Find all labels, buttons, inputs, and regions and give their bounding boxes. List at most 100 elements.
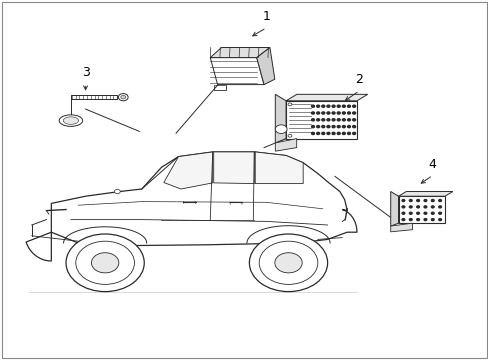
- Polygon shape: [210, 48, 269, 58]
- Circle shape: [331, 105, 334, 107]
- Circle shape: [401, 219, 404, 221]
- Circle shape: [249, 234, 327, 292]
- Polygon shape: [26, 152, 356, 261]
- Polygon shape: [390, 223, 411, 232]
- Circle shape: [321, 132, 324, 135]
- Polygon shape: [163, 152, 212, 189]
- Circle shape: [438, 199, 441, 202]
- Circle shape: [326, 119, 329, 121]
- Circle shape: [342, 132, 345, 135]
- Circle shape: [347, 105, 350, 107]
- Circle shape: [408, 212, 411, 214]
- Circle shape: [401, 199, 404, 202]
- Circle shape: [438, 219, 441, 221]
- Circle shape: [408, 219, 411, 221]
- Circle shape: [352, 132, 355, 135]
- Text: 3: 3: [81, 66, 89, 79]
- Circle shape: [416, 212, 419, 214]
- Circle shape: [430, 206, 433, 208]
- Circle shape: [331, 132, 334, 135]
- Circle shape: [66, 234, 144, 292]
- Circle shape: [311, 112, 314, 114]
- Text: 2: 2: [355, 73, 363, 86]
- Polygon shape: [390, 192, 398, 226]
- Circle shape: [342, 112, 345, 114]
- Circle shape: [423, 219, 426, 221]
- Circle shape: [316, 126, 319, 128]
- Polygon shape: [398, 192, 452, 196]
- Circle shape: [76, 241, 134, 284]
- Circle shape: [121, 95, 125, 99]
- Circle shape: [423, 199, 426, 202]
- Circle shape: [423, 212, 426, 214]
- Circle shape: [352, 105, 355, 107]
- Circle shape: [316, 112, 319, 114]
- Circle shape: [337, 119, 340, 121]
- Circle shape: [321, 112, 324, 114]
- Circle shape: [408, 206, 411, 208]
- Circle shape: [316, 105, 319, 107]
- Polygon shape: [285, 101, 356, 139]
- Polygon shape: [210, 58, 264, 85]
- Circle shape: [337, 105, 340, 107]
- Circle shape: [352, 112, 355, 114]
- Polygon shape: [256, 48, 274, 85]
- Circle shape: [321, 119, 324, 121]
- Text: 1: 1: [262, 10, 270, 23]
- Circle shape: [91, 253, 119, 273]
- FancyBboxPatch shape: [71, 95, 117, 99]
- Circle shape: [337, 126, 340, 128]
- Circle shape: [352, 126, 355, 128]
- Polygon shape: [275, 139, 296, 151]
- Circle shape: [316, 119, 319, 121]
- Circle shape: [342, 126, 345, 128]
- Circle shape: [331, 112, 334, 114]
- Circle shape: [430, 199, 433, 202]
- Circle shape: [347, 132, 350, 135]
- Polygon shape: [275, 94, 285, 143]
- Polygon shape: [255, 152, 303, 184]
- Circle shape: [337, 132, 340, 135]
- Circle shape: [326, 132, 329, 135]
- Circle shape: [259, 241, 317, 284]
- Circle shape: [287, 134, 291, 137]
- Polygon shape: [285, 94, 367, 101]
- Ellipse shape: [59, 115, 82, 126]
- Circle shape: [408, 199, 411, 202]
- Circle shape: [342, 119, 345, 121]
- Circle shape: [416, 206, 419, 208]
- Circle shape: [438, 212, 441, 214]
- Circle shape: [430, 219, 433, 221]
- Circle shape: [321, 126, 324, 128]
- Circle shape: [321, 105, 324, 107]
- Circle shape: [316, 132, 319, 135]
- Circle shape: [331, 126, 334, 128]
- Circle shape: [430, 212, 433, 214]
- Circle shape: [438, 206, 441, 208]
- Circle shape: [311, 119, 314, 121]
- Circle shape: [416, 219, 419, 221]
- Ellipse shape: [63, 117, 79, 124]
- Polygon shape: [213, 152, 254, 184]
- Circle shape: [342, 105, 345, 107]
- Text: 4: 4: [428, 158, 436, 171]
- Circle shape: [347, 126, 350, 128]
- Circle shape: [311, 126, 314, 128]
- Circle shape: [311, 105, 314, 107]
- Circle shape: [275, 125, 286, 134]
- Circle shape: [114, 189, 120, 194]
- Circle shape: [326, 126, 329, 128]
- Circle shape: [347, 119, 350, 121]
- Circle shape: [347, 112, 350, 114]
- Circle shape: [401, 212, 404, 214]
- Circle shape: [401, 206, 404, 208]
- Circle shape: [326, 105, 329, 107]
- Circle shape: [118, 94, 128, 101]
- Circle shape: [423, 206, 426, 208]
- Circle shape: [274, 253, 302, 273]
- Circle shape: [331, 119, 334, 121]
- Circle shape: [416, 199, 419, 202]
- Circle shape: [337, 112, 340, 114]
- Circle shape: [311, 132, 314, 135]
- Circle shape: [287, 103, 291, 106]
